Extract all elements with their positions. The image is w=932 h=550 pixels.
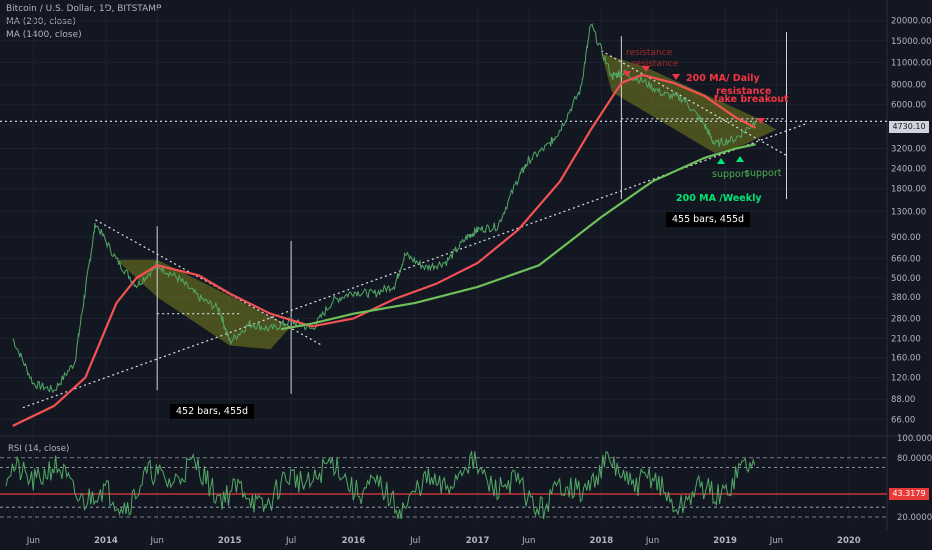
x-tick-label: 2017 [466, 536, 490, 546]
y-tick-label: 11000.00 [891, 58, 932, 68]
y-tick-label: 15000.00 [891, 37, 932, 47]
y-tick-label: 88.00 [891, 395, 915, 405]
x-tick-label: Jul [285, 536, 296, 546]
y-tick-label: 160.00 [891, 354, 921, 364]
y-tick-label: 500.00 [891, 274, 921, 284]
rsi-tick-label: 80.0000 [897, 454, 932, 464]
rsi-value-tag: 43.3179 [889, 488, 929, 500]
y-tick-label: 3200.00 [891, 145, 926, 155]
x-tick-label: 2016 [342, 536, 366, 546]
resistance-trendline-2 [601, 50, 787, 156]
resistance-arrow-4 [757, 118, 765, 124]
y-tick-label: 20000.00 [891, 17, 932, 27]
resistance-arrow-1 [623, 71, 631, 77]
series-ma1400 [280, 143, 756, 331]
annotation-ma200-weekly: 200 MA /Weekly [676, 193, 762, 204]
y-tick-label: 1300.00 [891, 207, 926, 217]
support-arrow-2 [736, 156, 744, 162]
resistance-trendline-1 [95, 219, 323, 347]
annotation-support-2: support [745, 168, 782, 179]
channel-fill-1 [116, 259, 292, 350]
chart-title: Bitcoin / U.S. Dollar, 1D, BITSTAMP [6, 4, 162, 14]
ma200-legend[interactable]: MA (200, close) [6, 17, 76, 27]
y-tick-label: 900.00 [891, 233, 921, 243]
annotation-resistance-top-2: resistance [632, 59, 679, 69]
annotation-resistance: resistance [716, 86, 771, 97]
rsi-tick-label: 100.0000 [897, 434, 932, 444]
x-tick-label: 2015 [218, 536, 242, 546]
series-rsi [5, 449, 756, 520]
y-tick-label: 66.00 [891, 415, 915, 425]
y-tick-label: 1800.00 [891, 185, 926, 195]
y-tick-label: 6000.00 [891, 101, 926, 111]
resistance-arrow-3 [672, 74, 680, 80]
x-tick-label: 2020 [837, 536, 861, 546]
x-tick-label: Jul [409, 536, 420, 546]
annotation-ma200-daily: 200 MA/ Daily [686, 73, 761, 84]
x-tick-label: 2019 [713, 536, 737, 546]
y-tick-label: 210.00 [891, 335, 921, 345]
x-tick-label: Jun [645, 536, 659, 546]
last-price-tag: 4730.10 [889, 121, 929, 133]
rsi-legend[interactable]: RSI (14, close) [8, 444, 70, 454]
rsi-tick-label: 20.0000 [897, 513, 932, 523]
x-tick-label: Jun [521, 536, 535, 546]
y-tick-label: 660.00 [891, 255, 921, 265]
range-measure-label-2: 455 bars, 455d [666, 212, 751, 227]
annotation-fake-breakout: fake breakout [714, 94, 789, 105]
series-ma200 [12, 73, 757, 427]
y-tick-label: 280.00 [891, 314, 921, 324]
y-tick-label: 2400.00 [891, 165, 926, 175]
ma1400-legend[interactable]: MA (1400, close) [6, 30, 82, 40]
range-measure-label-1: 452 bars, 455d [170, 404, 255, 419]
y-tick-label: 120.00 [891, 374, 921, 384]
x-tick-label: Jun [769, 536, 783, 546]
x-tick-label: 2018 [590, 536, 614, 546]
x-tick-label: Jun [150, 536, 164, 546]
annotation-resistance-top: resistance [626, 48, 673, 58]
support-arrow-1 [717, 158, 725, 164]
x-tick-label: 2014 [94, 536, 118, 546]
x-tick-label: Jun [26, 536, 40, 546]
annotation-support-1: support [712, 169, 749, 180]
resistance-arrow-2 [642, 66, 650, 72]
y-tick-label: 8000.00 [891, 81, 926, 91]
channel-fill-2 [601, 53, 777, 154]
y-tick-label: 380.00 [891, 293, 921, 303]
